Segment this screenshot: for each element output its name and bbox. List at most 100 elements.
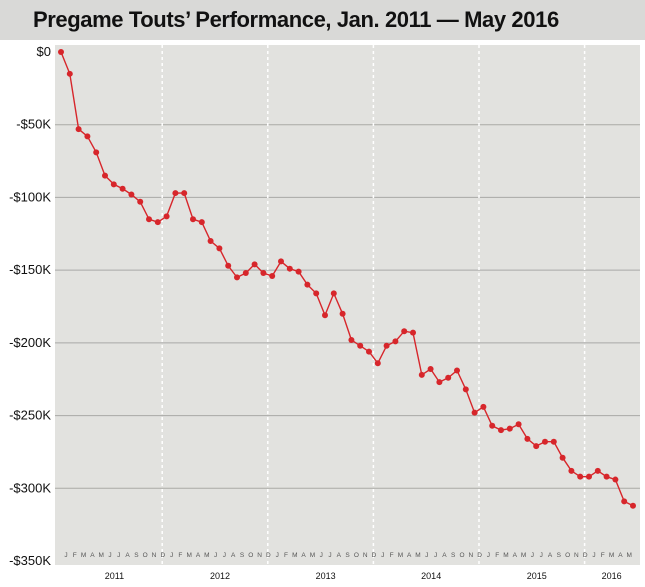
month-tick-label: M bbox=[98, 552, 103, 559]
title-bar: Pregame Touts’ Performance, Jan. 2011 — … bbox=[0, 0, 645, 40]
month-tick-label: D bbox=[266, 552, 271, 559]
data-point bbox=[339, 310, 346, 317]
month-tick-label: J bbox=[108, 552, 111, 559]
data-point bbox=[313, 290, 320, 297]
month-tick-label: J bbox=[425, 552, 428, 559]
month-tick-label: F bbox=[495, 552, 499, 559]
month-tick-label: O bbox=[459, 552, 464, 559]
data-point bbox=[84, 133, 91, 140]
data-point bbox=[383, 342, 390, 349]
data-point bbox=[322, 312, 328, 319]
data-point bbox=[260, 270, 267, 277]
data-point bbox=[401, 328, 408, 335]
year-label: 2016 bbox=[602, 571, 622, 581]
month-tick-label: J bbox=[328, 552, 331, 559]
year-label: 2011 bbox=[105, 571, 124, 581]
data-point bbox=[542, 438, 548, 445]
data-point bbox=[568, 467, 575, 474]
month-tick-label: D bbox=[583, 552, 588, 559]
month-tick-label: M bbox=[415, 552, 420, 559]
month-tick-label: A bbox=[125, 552, 130, 559]
month-tick-label: A bbox=[90, 552, 95, 559]
data-point bbox=[559, 454, 566, 461]
month-tick-label: A bbox=[337, 552, 342, 559]
month-tick-label: F bbox=[601, 552, 605, 559]
data-point bbox=[207, 238, 214, 245]
month-tick-label: N bbox=[152, 552, 157, 559]
month-tick-label: F bbox=[178, 552, 182, 559]
month-tick-label: S bbox=[240, 552, 245, 559]
data-point bbox=[286, 265, 293, 272]
data-point bbox=[418, 371, 425, 378]
year-label: 2015 bbox=[527, 571, 547, 581]
data-point bbox=[181, 190, 188, 197]
month-tick-label: S bbox=[345, 552, 350, 559]
year-separators bbox=[161, 45, 586, 565]
month-tick-label: A bbox=[442, 552, 447, 559]
month-tick-label: J bbox=[531, 552, 534, 559]
month-tick-label: M bbox=[204, 552, 209, 559]
month-tick-label: M bbox=[81, 552, 86, 559]
month-tick-label: N bbox=[257, 552, 262, 559]
month-tick-label: A bbox=[196, 552, 201, 559]
month-tick-label: M bbox=[626, 552, 631, 559]
data-point bbox=[251, 261, 258, 268]
data-point bbox=[357, 342, 364, 349]
data-point bbox=[269, 272, 276, 279]
month-tick-label: N bbox=[363, 552, 368, 559]
data-point bbox=[304, 281, 311, 288]
y-tick-label: -$200K bbox=[9, 335, 51, 350]
data-point bbox=[146, 216, 152, 223]
month-tick-label: D bbox=[477, 552, 482, 559]
year-label: 2012 bbox=[210, 571, 230, 581]
month-tick-label: J bbox=[434, 552, 437, 559]
gridlines bbox=[55, 124, 640, 489]
data-point bbox=[603, 473, 610, 480]
y-tick-label: -$350K bbox=[9, 553, 51, 568]
data-point bbox=[410, 329, 416, 336]
month-tick-label: S bbox=[134, 552, 139, 559]
data-point bbox=[454, 367, 460, 374]
data-point bbox=[594, 467, 601, 474]
data-point bbox=[137, 198, 144, 205]
data-point bbox=[506, 425, 513, 432]
y-tick-label: -$100K bbox=[9, 189, 51, 204]
data-point bbox=[392, 338, 399, 345]
month-tick-label: O bbox=[565, 552, 570, 559]
month-tick-label: J bbox=[223, 552, 226, 559]
chart-title: Pregame Touts’ Performance, Jan. 2011 — … bbox=[33, 7, 559, 32]
data-point bbox=[471, 409, 478, 416]
data-point bbox=[374, 360, 381, 367]
data-point bbox=[198, 219, 205, 226]
data-point bbox=[445, 374, 452, 381]
month-tick-label: J bbox=[540, 552, 543, 559]
data-point bbox=[172, 190, 179, 197]
data-point bbox=[234, 274, 240, 281]
month-tick-label: J bbox=[117, 552, 120, 559]
month-tick-label: O bbox=[248, 552, 253, 559]
year-label: 2014 bbox=[421, 571, 441, 581]
y-tick-label: -$50K bbox=[16, 117, 51, 132]
data-point bbox=[66, 70, 73, 77]
month-tick-label: M bbox=[292, 552, 297, 559]
y-axis: $0 -$50K -$100K -$150K -$200K -$250K -$300K -$3… bbox=[9, 44, 51, 568]
data-point bbox=[462, 386, 469, 393]
y-tick-label: -$150K bbox=[9, 262, 51, 277]
month-tick-label: M bbox=[186, 552, 191, 559]
data-point bbox=[102, 172, 108, 179]
data-point bbox=[550, 438, 557, 445]
month-tick-label: M bbox=[310, 552, 315, 559]
y-tick-label: $0 bbox=[37, 44, 51, 59]
month-tick-label: S bbox=[451, 552, 456, 559]
data-point bbox=[278, 258, 284, 265]
month-tick-label: A bbox=[231, 552, 236, 559]
data-point bbox=[515, 421, 522, 428]
data-point bbox=[93, 149, 100, 156]
month-tick-label: J bbox=[214, 552, 217, 559]
month-tick-label: A bbox=[618, 552, 623, 559]
data-point bbox=[58, 49, 64, 55]
data-point bbox=[190, 216, 196, 223]
data-point bbox=[348, 336, 355, 343]
